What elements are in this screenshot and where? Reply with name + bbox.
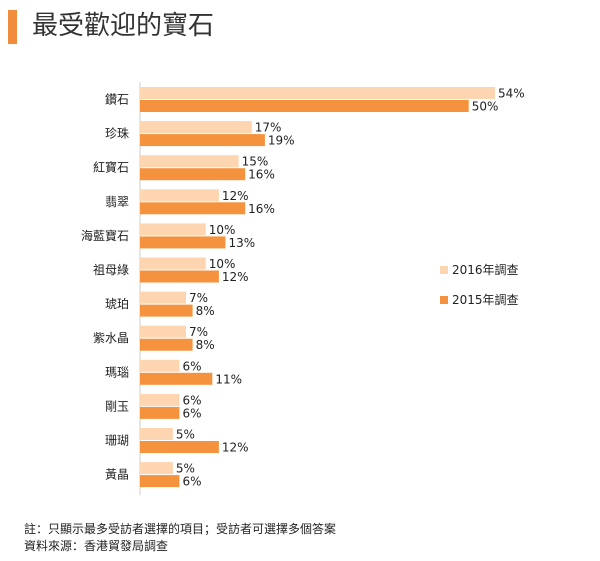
category-label: 紫水晶: [93, 331, 129, 345]
category-label: 珍珠: [105, 127, 129, 141]
source-note: 資料來源：香港貿發局調查: [24, 539, 169, 553]
bar-2016: [140, 121, 252, 134]
data-label: 6%: [182, 359, 201, 373]
data-label: 16%: [248, 202, 275, 216]
category-label: 琥珀: [105, 297, 129, 311]
data-label: 19%: [268, 134, 295, 148]
data-label: 17%: [255, 121, 282, 135]
category-label: 翡翠: [105, 195, 129, 209]
category-label: 祖母綠: [93, 262, 129, 277]
data-label: 12%: [222, 441, 249, 455]
data-label: 6%: [182, 406, 201, 420]
data-label: 8%: [196, 338, 215, 352]
bar-2015: [140, 270, 219, 283]
category-label: 黃晶: [105, 468, 129, 482]
data-label: 5%: [176, 428, 195, 442]
bar-2015: [140, 441, 219, 453]
data-label: 15%: [242, 155, 269, 169]
bar-2016: [140, 428, 173, 440]
footnote: 註：只顯示最多受訪者選擇的項目；受訪者可選擇多個答案: [24, 522, 337, 536]
data-label: 50%: [472, 100, 499, 114]
legend-swatch-2016: [440, 266, 448, 274]
category-label: 鑽石: [105, 92, 129, 107]
bar-2016: [140, 87, 495, 99]
bar-2016: [140, 325, 187, 338]
bar-2015: [140, 475, 180, 488]
category-label: 紅寶石: [93, 160, 129, 175]
data-label: 16%: [248, 168, 275, 182]
bar-2015: [140, 202, 246, 215]
bar-2016: [140, 393, 180, 406]
data-label: 12%: [222, 189, 249, 203]
data-label: 7%: [189, 325, 208, 339]
category-label: 海藍寶石: [81, 228, 129, 243]
bar-2015: [140, 304, 193, 317]
data-label: 10%: [209, 257, 236, 271]
data-label: 11%: [215, 372, 242, 386]
category-label: 瑪瑙: [105, 365, 129, 379]
bar-2015: [140, 100, 469, 112]
bar-2016: [140, 359, 180, 372]
bar-2016: [140, 257, 206, 270]
bar-2015: [140, 406, 180, 419]
data-label: 10%: [209, 223, 236, 237]
bar-2015: [140, 168, 246, 181]
bar-2016: [140, 155, 239, 168]
data-label: 54%: [498, 87, 525, 101]
data-label: 6%: [182, 475, 201, 489]
bar-2016: [140, 223, 206, 236]
data-label: 7%: [189, 291, 208, 305]
bar-2015: [140, 134, 265, 147]
chart-title: 最受歡迎的寶石: [32, 11, 215, 41]
legend-label: 2016年調查: [452, 263, 519, 277]
category-label: 剛玉: [105, 399, 129, 413]
data-label: 6%: [182, 393, 201, 407]
data-label: 12%: [222, 270, 249, 284]
data-label: 13%: [228, 236, 255, 250]
data-label: 5%: [176, 462, 195, 476]
category-label: 珊瑚: [105, 433, 129, 448]
data-label: 8%: [196, 304, 215, 318]
legend-swatch-2015: [440, 296, 448, 304]
bar-2015: [140, 338, 193, 351]
bar-2016: [140, 291, 187, 304]
bar-2015: [140, 372, 213, 385]
bar-2015: [140, 236, 226, 249]
bar-2016: [140, 189, 219, 202]
title-accent-bar: [8, 10, 17, 44]
bar-2016: [140, 462, 173, 475]
legend-label: 2015年調查: [452, 293, 519, 307]
